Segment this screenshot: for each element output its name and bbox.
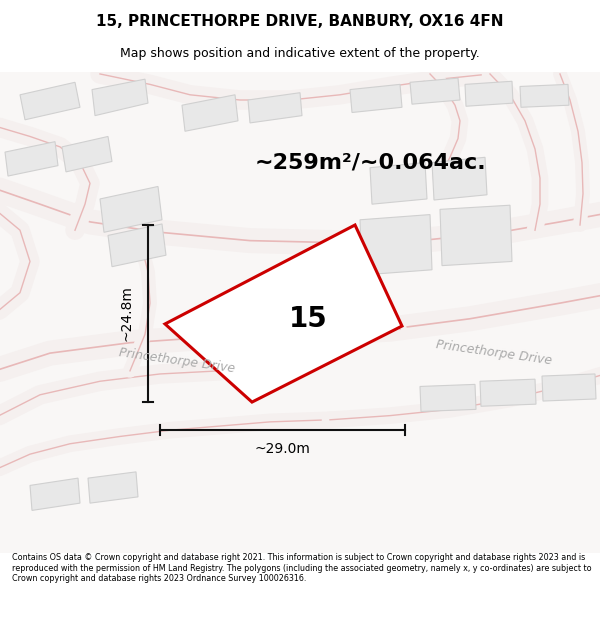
Text: ~29.0m: ~29.0m	[254, 442, 310, 456]
Polygon shape	[350, 84, 402, 112]
Text: Princethorpe Drive: Princethorpe Drive	[118, 346, 236, 375]
Text: 15, PRINCETHORPE DRIVE, BANBURY, OX16 4FN: 15, PRINCETHORPE DRIVE, BANBURY, OX16 4F…	[96, 14, 504, 29]
Polygon shape	[465, 81, 513, 106]
Text: Map shows position and indicative extent of the property.: Map shows position and indicative extent…	[120, 48, 480, 61]
Text: ~24.8m: ~24.8m	[119, 286, 133, 341]
Polygon shape	[360, 214, 432, 275]
Text: 15: 15	[289, 305, 328, 333]
Polygon shape	[420, 384, 476, 411]
Text: Princethorpe Drive: Princethorpe Drive	[435, 339, 553, 367]
Polygon shape	[165, 225, 402, 402]
Polygon shape	[88, 472, 138, 503]
Polygon shape	[92, 79, 148, 116]
Polygon shape	[370, 162, 427, 204]
Polygon shape	[542, 374, 596, 401]
Polygon shape	[62, 136, 112, 172]
Polygon shape	[108, 224, 166, 267]
Polygon shape	[182, 95, 238, 131]
Polygon shape	[5, 142, 58, 176]
Polygon shape	[432, 158, 487, 200]
Text: ~259m²/~0.064ac.: ~259m²/~0.064ac.	[255, 152, 487, 173]
Polygon shape	[20, 82, 80, 120]
Polygon shape	[440, 205, 512, 266]
Polygon shape	[248, 92, 302, 123]
Polygon shape	[410, 78, 460, 104]
Polygon shape	[30, 478, 80, 511]
Polygon shape	[520, 84, 569, 107]
Polygon shape	[480, 379, 536, 406]
Text: Contains OS data © Crown copyright and database right 2021. This information is : Contains OS data © Crown copyright and d…	[12, 553, 592, 583]
Polygon shape	[100, 186, 162, 232]
